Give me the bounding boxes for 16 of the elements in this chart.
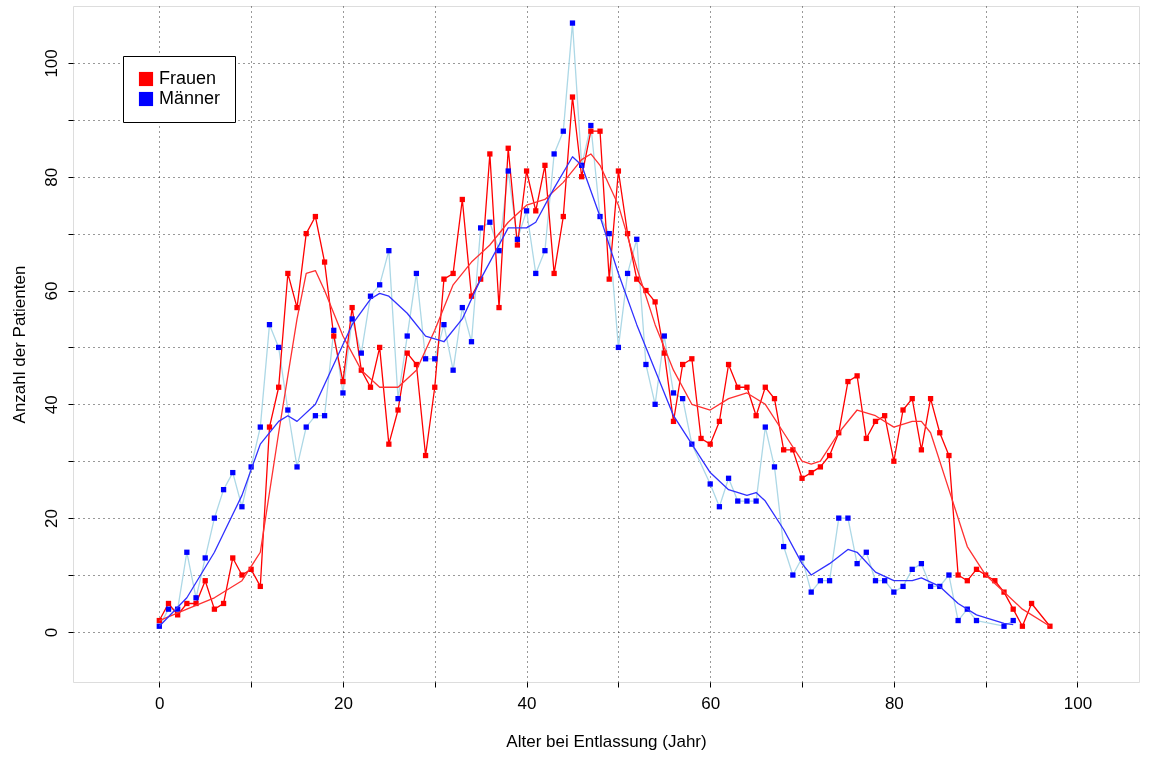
y-axis-title: Anzahl der Patienten	[9, 265, 29, 424]
y-tick-label: 0	[41, 627, 61, 638]
x-tick-label: 60	[701, 693, 721, 713]
x-tick-label: 100	[1063, 693, 1093, 713]
x-tick-label: 80	[884, 693, 904, 713]
x-axis-title: Alter bei Entlassung (Jahr)	[506, 731, 707, 751]
legend-label: Frauen	[159, 68, 217, 88]
y-tick-label: 20	[41, 509, 61, 529]
y-tick-label: 60	[41, 281, 61, 301]
legend-label: Männer	[159, 88, 221, 108]
x-tick-label: 20	[333, 693, 353, 713]
y-tick-label: 40	[41, 395, 61, 415]
x-tick-label: 0	[155, 693, 165, 713]
y-tick-label: 100	[41, 49, 61, 78]
y-tick-label: 80	[41, 167, 61, 187]
x-tick-label: 40	[517, 693, 537, 713]
